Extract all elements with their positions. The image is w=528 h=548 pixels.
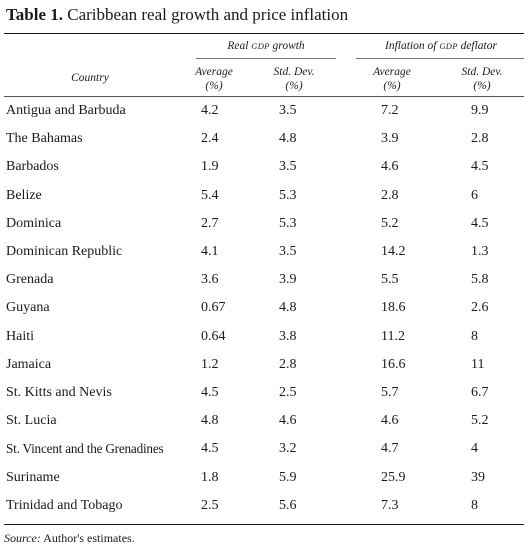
group-header-real-gdp-growth: Real GDP growth (227, 40, 305, 52)
column-header-inflation-stddev: Std. Dev. (%) (461, 66, 503, 92)
row-country: Grenada (6, 272, 54, 287)
cell-g-avg: 1.8 (201, 470, 219, 485)
cell-g-avg: 4.1 (201, 244, 219, 259)
header-rule (4, 96, 524, 97)
table-number: Table 1. (6, 5, 64, 24)
cell-g-avg: 0.64 (201, 329, 226, 344)
cell-i-avg: 7.2 (381, 103, 399, 118)
cell-g-avg: 2.7 (201, 216, 219, 231)
column-header-inflation-average: Average (%) (373, 66, 411, 92)
cell-g-sd: 4.6 (279, 413, 297, 428)
cell-g-sd: 2.5 (279, 385, 297, 400)
cell-g-avg: 1.9 (201, 159, 219, 174)
cell-g-avg: 5.4 (201, 188, 219, 203)
row-country: Guyana (6, 300, 50, 315)
cell-i-sd: 2.6 (471, 300, 489, 315)
row-country: The Bahamas (6, 131, 83, 146)
cell-i-avg: 5.7 (381, 385, 399, 400)
bottom-rule (4, 524, 524, 525)
cell-g-avg: 4.5 (201, 441, 219, 456)
cell-i-sd: 4.5 (471, 159, 489, 174)
cell-g-sd: 3.5 (279, 159, 297, 174)
cell-g-sd: 4.8 (279, 300, 297, 315)
cell-i-avg: 25.9 (381, 470, 406, 485)
cell-g-avg: 0.67 (201, 300, 226, 315)
row-country: St. Lucia (6, 413, 57, 428)
cell-i-avg: 5.2 (381, 216, 399, 231)
cell-i-sd: 8 (471, 498, 478, 513)
column-header-growth-stddev: Std. Dev. (%) (273, 66, 315, 92)
cell-g-sd: 3.2 (279, 441, 297, 456)
column-header-country: Country (71, 72, 109, 84)
source-label: Source: (4, 531, 41, 545)
row-country: Suriname (6, 470, 60, 485)
cell-i-avg: 14.2 (381, 244, 406, 259)
cell-i-sd: 8 (471, 329, 478, 344)
cell-g-avg: 1.2 (201, 357, 219, 372)
cell-g-avg: 4.5 (201, 385, 219, 400)
cell-i-avg: 3.9 (381, 131, 399, 146)
cell-g-avg: 3.6 (201, 272, 219, 287)
column-header-growth-average: Average (%) (195, 66, 233, 92)
source-note: Source: Author's estimates. (4, 531, 135, 546)
cell-i-sd: 1.3 (471, 244, 489, 259)
cell-g-avg: 4.2 (201, 103, 219, 118)
cell-i-sd: 11 (471, 357, 485, 372)
table-caption: Caribbean real growth and price inflatio… (63, 5, 349, 24)
cell-i-sd: 4 (471, 441, 478, 456)
row-country: Barbados (6, 159, 59, 174)
row-country: Trinidad and Tobago (6, 498, 123, 513)
cell-i-avg: 7.3 (381, 498, 399, 513)
cell-g-sd: 3.8 (279, 329, 297, 344)
cell-i-avg: 4.7 (381, 441, 399, 456)
cell-i-avg: 4.6 (381, 159, 399, 174)
group-underline-inflation (356, 58, 524, 59)
cell-g-sd: 5.6 (279, 498, 297, 513)
group-header-inflation: Inflation of GDP deflator (385, 40, 497, 52)
cell-i-avg: 16.6 (381, 357, 406, 372)
table-title: Table 1. Caribbean real growth and price… (6, 5, 348, 25)
cell-g-sd: 3.5 (279, 103, 297, 118)
cell-g-sd: 5.3 (279, 188, 297, 203)
cell-g-sd: 4.8 (279, 131, 297, 146)
top-rule (4, 33, 524, 34)
cell-i-sd: 6 (471, 188, 478, 203)
cell-i-avg: 2.8 (381, 188, 399, 203)
row-country: Jamaica (6, 357, 52, 372)
cell-g-avg: 2.5 (201, 498, 219, 513)
cell-i-sd: 2.8 (471, 131, 489, 146)
cell-i-sd: 9.9 (471, 103, 489, 118)
cell-i-sd: 6.7 (471, 385, 489, 400)
cell-g-avg: 4.8 (201, 413, 219, 428)
row-country: Belize (6, 188, 42, 203)
source-text: Author's estimates. (40, 531, 135, 545)
cell-i-sd: 4.5 (471, 216, 489, 231)
cell-g-sd: 2.8 (279, 357, 297, 372)
cell-g-sd: 3.5 (279, 244, 297, 259)
row-country: St. Kitts and Nevis (6, 385, 112, 400)
row-country: Antigua and Barbuda (6, 103, 126, 118)
cell-i-sd: 5.8 (471, 272, 489, 287)
cell-i-sd: 5.2 (471, 413, 489, 428)
row-country: Dominican Republic (6, 244, 123, 259)
cell-g-sd: 5.9 (279, 470, 297, 485)
cell-i-sd: 39 (471, 470, 485, 485)
row-country: Haiti (6, 329, 34, 344)
cell-g-sd: 3.9 (279, 272, 297, 287)
row-country: Dominica (6, 216, 62, 231)
cell-i-avg: 18.6 (381, 300, 406, 315)
cell-g-sd: 5.3 (279, 216, 297, 231)
row-country: St. Vincent and the Grenadines (6, 441, 164, 456)
cell-i-avg: 4.6 (381, 413, 399, 428)
group-underline-growth (196, 58, 336, 59)
cell-g-avg: 2.4 (201, 131, 219, 146)
cell-i-avg: 11.2 (381, 329, 405, 344)
cell-i-avg: 5.5 (381, 272, 399, 287)
